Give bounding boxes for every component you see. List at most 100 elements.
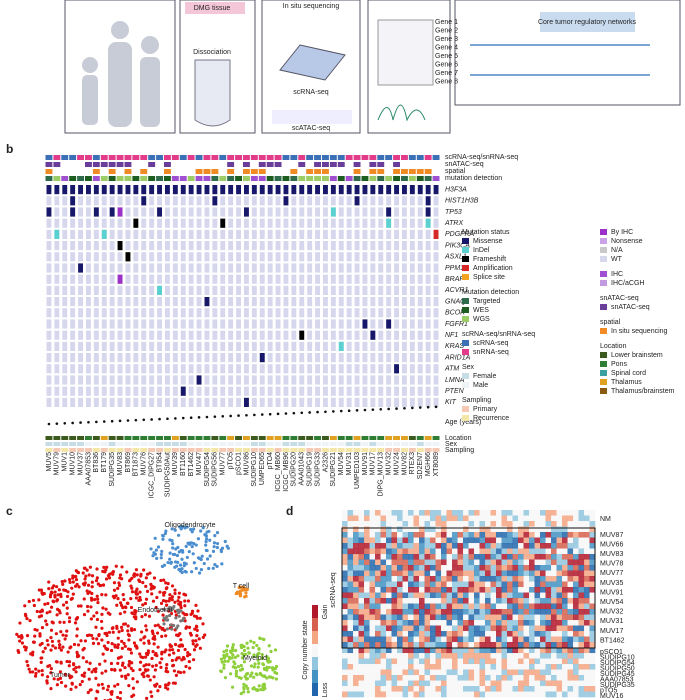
wt-cell <box>70 297 76 307</box>
heat-cell <box>364 631 370 637</box>
heat-cell <box>402 653 409 659</box>
heat-cell <box>584 521 590 527</box>
heat-cell <box>501 609 508 615</box>
heat-cell <box>512 686 519 692</box>
wt-cell <box>425 341 431 351</box>
heat-cell <box>446 691 453 698</box>
wt-cell <box>101 297 107 307</box>
track-cell <box>337 448 345 452</box>
heat-cell <box>490 581 497 588</box>
heat-cell <box>507 548 513 555</box>
track-cell <box>306 155 314 160</box>
track-cell <box>416 436 424 440</box>
wt-cell <box>86 252 91 262</box>
wt-cell <box>386 285 392 295</box>
track-cell <box>77 436 84 440</box>
cell-dot <box>141 655 145 660</box>
heat-cell <box>518 603 524 610</box>
wt-cell <box>196 397 202 407</box>
heat-cell <box>369 669 376 676</box>
heat-cell <box>347 587 354 593</box>
heat-cell <box>474 614 480 621</box>
heat-cell <box>446 598 453 604</box>
cell-dot <box>158 661 162 665</box>
cell-dot <box>85 589 89 593</box>
heat-cell <box>589 691 596 698</box>
wt-cell <box>409 229 415 239</box>
age-dot <box>63 422 67 425</box>
wt-cell <box>204 397 210 407</box>
heat-cell <box>507 537 513 544</box>
heat-cell <box>430 642 436 648</box>
heat-cell <box>573 587 579 593</box>
heat-cell <box>589 515 596 522</box>
heat-cell <box>501 691 508 698</box>
track-cell <box>361 442 369 446</box>
wt-cell <box>346 285 352 295</box>
heat-cell <box>573 620 579 626</box>
heat-cell <box>523 510 530 516</box>
wt-cell <box>386 297 392 307</box>
heat-cell <box>358 625 365 632</box>
cell-dot <box>114 564 118 568</box>
heat-cell <box>512 603 519 610</box>
heat-cell <box>589 521 596 527</box>
cell-dot <box>181 616 186 621</box>
heat-cell <box>540 532 546 538</box>
wt-cell <box>236 375 241 385</box>
heat-cell <box>507 554 513 560</box>
wt-cell <box>394 229 399 239</box>
heat-cell <box>386 642 392 648</box>
wt-cell <box>188 274 194 284</box>
wt-cell <box>323 319 328 329</box>
heat-cell <box>375 521 381 527</box>
cell-dot <box>168 623 173 627</box>
heat-cell <box>545 587 552 593</box>
heat-cell <box>347 603 354 610</box>
wt-cell <box>251 229 257 239</box>
legend-swatch <box>462 238 469 244</box>
wt-cell <box>46 353 52 363</box>
track-cell <box>164 169 171 174</box>
cell-dot <box>142 641 146 645</box>
heat-cell <box>562 587 568 593</box>
heat-cell <box>523 537 530 544</box>
age-dot <box>189 416 193 420</box>
track-cell <box>306 436 314 440</box>
heat-cell <box>364 570 370 577</box>
track-cell <box>258 176 266 181</box>
heat-cell <box>573 609 579 615</box>
cell-dot <box>56 677 60 681</box>
cell-dot <box>17 634 21 639</box>
cell-dot <box>173 528 177 532</box>
heat-cell <box>452 521 458 527</box>
track-cell <box>116 442 124 446</box>
heat-cell <box>496 620 502 626</box>
wt-cell <box>228 308 234 318</box>
heat-cell <box>342 510 348 516</box>
wt-cell <box>259 207 265 217</box>
cell-dot <box>220 660 224 664</box>
cell-dot <box>145 589 150 594</box>
wt-cell <box>275 319 281 329</box>
cell-dot <box>49 666 53 671</box>
wt-cell <box>70 308 76 318</box>
cell-dot <box>168 596 172 601</box>
wt-cell <box>267 274 273 284</box>
wt-cell <box>188 229 194 239</box>
heat-cell <box>545 625 552 632</box>
track-cell <box>298 436 306 440</box>
cell-dot <box>63 672 67 676</box>
wt-cell <box>275 218 281 228</box>
cell-dot <box>174 613 178 617</box>
wt-cell <box>362 263 368 273</box>
cell-dot <box>41 650 45 654</box>
row-label: SUDIPG54 <box>600 660 635 667</box>
wt-cell <box>133 196 139 206</box>
heat-cell <box>578 592 585 599</box>
track-cell <box>235 155 242 160</box>
heat-cell <box>496 647 502 654</box>
heat-cell <box>468 620 475 626</box>
wt-cell <box>267 218 273 228</box>
heat-cell <box>358 614 365 621</box>
